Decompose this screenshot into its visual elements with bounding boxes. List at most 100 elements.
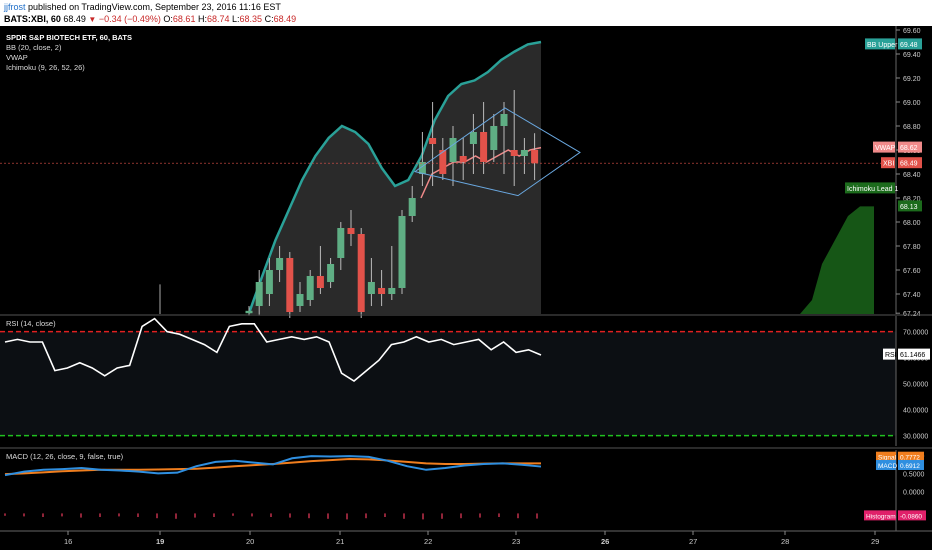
open-value: 68.61 bbox=[172, 14, 196, 24]
publish-header: jjfrost published on TradingView.com, Se… bbox=[0, 0, 932, 26]
time-tick-label: 28 bbox=[781, 537, 789, 546]
publish-line: jjfrost published on TradingView.com, Se… bbox=[4, 2, 281, 12]
chart-canvas[interactable]: 69.6069.4069.2069.0068.8068.6068.4068.20… bbox=[0, 26, 932, 550]
candle-body bbox=[296, 294, 304, 306]
candle-body bbox=[337, 228, 345, 258]
rsi-label: RSI bbox=[885, 352, 897, 359]
bb-upper-label-bg bbox=[865, 38, 895, 50]
time-tick-label: 21 bbox=[336, 537, 344, 546]
rsi-value: 61.1466 bbox=[900, 352, 925, 359]
price-tick-label: 69.20 bbox=[903, 76, 921, 83]
histogram-label-bg bbox=[864, 510, 896, 521]
candle-body bbox=[316, 276, 324, 288]
open-label: O: bbox=[163, 14, 173, 24]
candle-body bbox=[449, 138, 457, 162]
low-label: L: bbox=[232, 14, 240, 24]
legend-bb: BB (20, close, 2) bbox=[6, 43, 62, 52]
time-tick-label: 23 bbox=[512, 537, 520, 546]
signal-value-bg bbox=[898, 451, 924, 462]
rsi-tick-label: 70.0000 bbox=[903, 330, 928, 337]
low-value: 68.35 bbox=[239, 14, 263, 24]
macd-value-bg bbox=[898, 459, 924, 470]
diamond-pattern bbox=[413, 107, 581, 197]
rsi-line bbox=[4, 317, 542, 382]
candle-body bbox=[265, 270, 273, 294]
candle-body bbox=[408, 198, 416, 216]
time-tick-label: 29 bbox=[871, 537, 879, 546]
time-tick-label: 22 bbox=[424, 537, 432, 546]
bb-upper-value: 69.48 bbox=[900, 42, 918, 49]
rsi-label-bg bbox=[883, 348, 895, 360]
candle-body bbox=[480, 132, 488, 162]
price-tick-label: 69.00 bbox=[903, 100, 921, 107]
histogram-value-bg bbox=[898, 510, 926, 521]
macd-tick-label: 0.5000 bbox=[903, 471, 925, 478]
price-pane[interactable]: 69.6069.4069.2069.0068.8068.6068.4068.20… bbox=[0, 26, 932, 318]
price-tick-label: 68.40 bbox=[903, 172, 921, 179]
legend-title: SPDR S&P BIOTECH ETF, 60, BATS bbox=[6, 33, 132, 42]
price-tick-label: 68.80 bbox=[903, 124, 921, 131]
time-axis[interactable]: 16 19 20 21 22 23 26 27 28 29 bbox=[0, 530, 932, 546]
time-tick-label: 16 bbox=[64, 537, 72, 546]
bb-upper-value-bg bbox=[898, 38, 922, 50]
xbi-value: 68.49 bbox=[900, 161, 918, 168]
histogram-label: Histogram bbox=[866, 513, 896, 520]
xbi-label: XBI bbox=[883, 161, 894, 168]
macd-value: 0.6912 bbox=[900, 463, 920, 470]
candle-body bbox=[245, 310, 253, 314]
high-value: 68.74 bbox=[206, 14, 230, 24]
signal-label: Signal bbox=[878, 455, 897, 462]
candle-body bbox=[388, 288, 396, 294]
ichimoku-label: Ichimoku Lead 1 bbox=[847, 186, 898, 193]
legend-vwap: VWAP bbox=[6, 53, 28, 62]
candle-body bbox=[459, 156, 467, 162]
candle-body bbox=[378, 288, 386, 294]
price-tick-label: 67.40 bbox=[903, 292, 921, 299]
time-tick-label: 26 bbox=[601, 537, 609, 546]
rsi-tick-label: 50.0000 bbox=[903, 382, 928, 389]
candle-body bbox=[490, 126, 498, 150]
candle-body bbox=[327, 264, 335, 282]
vwap-value-bg bbox=[898, 141, 922, 153]
candle-body bbox=[367, 282, 375, 294]
macd-title: MACD (12, 26, close, 9, false, true) bbox=[6, 452, 124, 461]
histogram-value: -0.0860 bbox=[900, 513, 922, 520]
down-triangle-icon: ▼ bbox=[88, 15, 97, 24]
vwap-label-bg bbox=[873, 141, 895, 153]
signal-label-bg bbox=[876, 451, 896, 462]
candle-body bbox=[429, 138, 437, 144]
signal-value: 0.7772 bbox=[900, 455, 920, 462]
price-tick-label: 68.00 bbox=[903, 220, 921, 227]
bollinger-band-fill bbox=[249, 42, 541, 314]
high-label: H: bbox=[197, 14, 207, 24]
legend-ichimoku: Ichimoku (9, 26, 52, 26) bbox=[6, 63, 85, 72]
rsi-band-fill bbox=[0, 331, 896, 436]
candle-body bbox=[469, 132, 477, 144]
ichimoku-value: 68.13 bbox=[900, 204, 918, 211]
rsi-title: RSI (14, close) bbox=[6, 319, 56, 328]
price-change: −0.34 (−0.49%) bbox=[98, 14, 161, 24]
candle-body bbox=[347, 228, 355, 234]
time-tick-label: 19 bbox=[156, 537, 164, 546]
xbi-value-bg bbox=[898, 157, 922, 169]
candle-body bbox=[255, 282, 263, 306]
author-link[interactable]: jjfrost bbox=[4, 2, 26, 12]
candle-body bbox=[306, 276, 314, 300]
price-tick-label: 69.60 bbox=[903, 28, 921, 35]
candle-body bbox=[276, 258, 284, 270]
rsi-tick-label: 30.0000 bbox=[903, 434, 928, 441]
rsi-tick-label: 40.0000 bbox=[903, 408, 928, 415]
macd-line bbox=[4, 455, 542, 477]
price-tick-label: 67.80 bbox=[903, 244, 921, 251]
macd-label: MACD bbox=[878, 463, 897, 470]
symbol-label: BATS:XBI, 60 bbox=[4, 14, 61, 24]
candle-body bbox=[500, 114, 508, 126]
close-value: 68.49 bbox=[273, 14, 297, 24]
candle-body bbox=[357, 234, 365, 312]
rsi-value-bg bbox=[898, 348, 930, 360]
time-tick-label: 20 bbox=[246, 537, 254, 546]
candle-body bbox=[418, 162, 426, 174]
ichimoku-cloud bbox=[800, 206, 874, 314]
